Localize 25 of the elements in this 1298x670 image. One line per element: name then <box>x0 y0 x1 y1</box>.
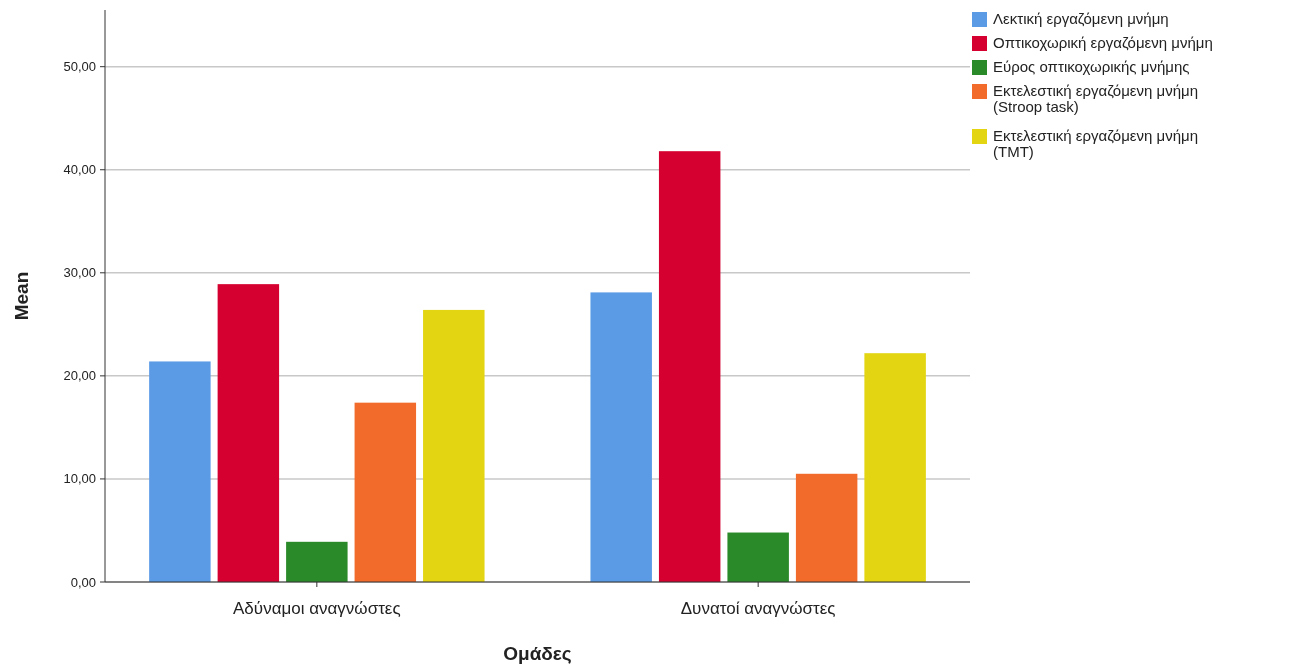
bar <box>286 541 348 582</box>
y-tick-label: 50,00 <box>63 59 96 75</box>
y-axis-title: Mean <box>11 271 32 321</box>
y-tick-label: 40,00 <box>63 162 96 178</box>
bar <box>423 309 485 582</box>
bar <box>727 532 789 582</box>
x-tick-label: Δυνατοί αναγνώστες <box>680 599 836 618</box>
legend-label: Οπτικοχωρική εργαζόμενη μνήμη <box>993 34 1213 51</box>
bar <box>590 292 652 582</box>
y-tick-label: 20,00 <box>63 368 96 384</box>
bar <box>658 151 721 582</box>
x-axis-title: Ομάδες <box>503 643 572 664</box>
y-tick-label: 30,00 <box>63 265 96 281</box>
x-tick-label: Αδύναμοι αναγνώστες <box>233 599 401 618</box>
bar <box>354 402 417 582</box>
legend-label: Εκτελεστική εργαζόμενη μνήμη (Stroop task) <box>993 82 1198 115</box>
y-tick-label: 0,00 <box>70 574 96 590</box>
bar <box>149 361 211 582</box>
bar <box>795 473 858 582</box>
legend-label: Εκτελεστική εργαζόμενη μνήμη (TMT) <box>993 127 1198 160</box>
legend-label: Εύρος οπτικοχωρικής μνήμης <box>993 58 1190 75</box>
bar <box>864 353 926 582</box>
y-tick-label: 10,00 <box>63 471 96 487</box>
legend-label: Λεκτική εργαζόμενη μνήμη <box>993 10 1169 27</box>
bar <box>217 284 280 582</box>
